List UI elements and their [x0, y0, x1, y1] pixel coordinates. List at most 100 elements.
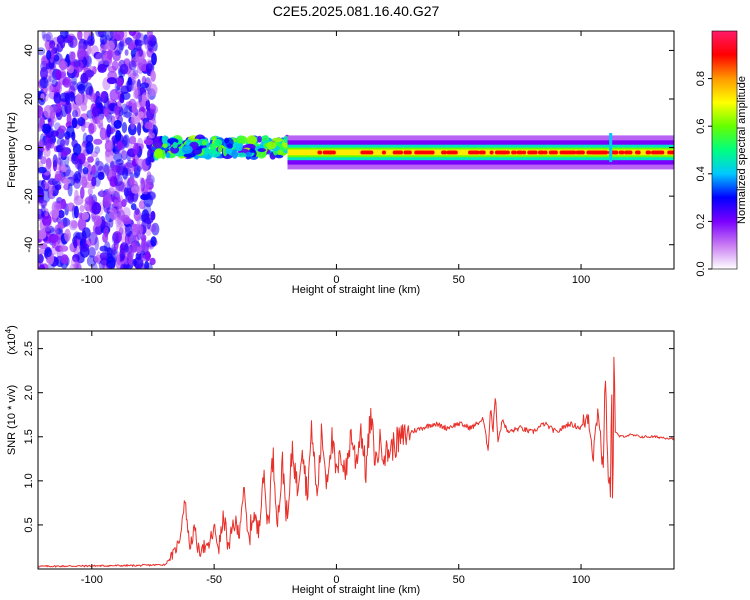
- spectrogram-noise-cell: [43, 224, 52, 232]
- spectrogram-noise-cell: [122, 217, 132, 225]
- spectrogram-noise-cell: [67, 183, 73, 197]
- spectrogram-noise-cell: [82, 121, 92, 128]
- spectrogram-noise-cell: [84, 69, 95, 78]
- spectrogram-noise-cell: [127, 78, 136, 86]
- spectrogram-noise-cell: [109, 89, 120, 101]
- spectrogram-signal-cell: [152, 139, 163, 149]
- spectrogram-noise-cell: [99, 127, 107, 141]
- spectrogram-noise-cell: [97, 63, 107, 73]
- spectrogram-noise-cell: [41, 31, 46, 39]
- spectrogram-noise-cell: [53, 54, 60, 62]
- spectrogram-noise-cell: [47, 82, 53, 93]
- spectrogram-noise-cell: [94, 146, 101, 154]
- spectrogram-noise-cell: [71, 139, 78, 148]
- spectrogram-noise-cell: [58, 201, 64, 210]
- spectrogram-noise-cell: [38, 264, 46, 269]
- spectrogram-noise-cell: [64, 169, 74, 180]
- spectrogram-noise-cell: [146, 108, 155, 121]
- spectrogram-noise-cell: [103, 226, 109, 238]
- snr-y-scale-prefix: (x10: [6, 333, 18, 354]
- spectrogram-noise-cell: [77, 153, 86, 165]
- spectrogram-signal-cell: [181, 145, 193, 154]
- spectrogram-noise-cell: [60, 254, 69, 265]
- spectrogram-noise-cell: [131, 185, 140, 194]
- spectrogram-carrier-peak: [403, 150, 412, 155]
- spectrogram-x-axis-label: Height of straight line (km): [292, 284, 420, 296]
- spectrogram-noise-cell: [38, 47, 46, 56]
- spectrogram-noise-cell: [122, 37, 129, 47]
- spectrogram-noise-cell: [136, 246, 142, 255]
- spectrogram-noise-cell: [111, 60, 119, 71]
- spectrogram-noise-cell: [146, 191, 156, 200]
- spectrogram-noise-cell: [46, 50, 52, 61]
- spectrogram-noise-cell: [38, 139, 45, 152]
- spectrogram-noise-cell: [66, 125, 75, 138]
- spectrogram-noise-cell: [52, 154, 58, 168]
- spectrogram-noise-cell: [85, 141, 94, 155]
- spectrogram-signal-cell: [257, 150, 267, 159]
- spectrogram-noise-cell: [133, 86, 141, 97]
- snr-x-ticks: -100 -50 0 50 100: [81, 331, 590, 586]
- spectrogram-noise-cell: [145, 63, 153, 72]
- spectrogram-noise-cell: [132, 258, 137, 267]
- spectrogram-signal-cell: [266, 141, 277, 150]
- spectrogram-signal-cell: [172, 141, 178, 149]
- spectrogram-signal-cell: [246, 135, 257, 145]
- spectrogram-noise-cell: [129, 72, 140, 80]
- spectrogram-noise-cell: [81, 227, 91, 239]
- spectrogram-noise-cell: [94, 160, 104, 171]
- spectrogram-noise-cell: [129, 41, 135, 50]
- colorbar-ticks: 0.0 0.2 0.4 0.6 0.8: [695, 71, 712, 277]
- spectrogram-noise-cell: [141, 76, 147, 85]
- spectrogram-noise-cell: [111, 232, 119, 246]
- spectrogram-noise-cell: [54, 173, 63, 182]
- spectrogram-noise-cell: [44, 225, 55, 234]
- spectrogram-noise-cell: [80, 174, 90, 186]
- x-tick-label: 0: [333, 574, 339, 586]
- spectrogram-noise-cell: [65, 135, 70, 146]
- spectrogram-noise-cell: [51, 79, 58, 88]
- spectrogram-frame: [37, 30, 675, 270]
- spectrogram-noise-cell: [135, 39, 142, 52]
- spectrogram-noise-cell: [135, 101, 143, 108]
- spectrogram-noise-cell: [58, 125, 67, 133]
- spectrogram-noise-cell: [131, 112, 141, 125]
- spectrogram-noise-cell: [122, 111, 132, 118]
- spectrogram-noise-cell: [133, 164, 141, 177]
- colorbar-scale: [711, 30, 738, 270]
- spectrogram-noise-cell: [112, 164, 122, 173]
- spectrogram-noise-cell: [48, 233, 59, 244]
- spectrogram-noise-cell: [60, 104, 68, 118]
- spectrogram-noise-cell: [149, 257, 156, 266]
- spectrogram-noise-cell: [71, 205, 76, 219]
- snr-x-axis-label: Height of straight line (km): [292, 584, 420, 596]
- colorbar-tick-label: 0.0: [695, 261, 707, 276]
- spectrogram-noise-cell: [113, 152, 123, 162]
- spectrogram-carrier-peak: [511, 150, 517, 155]
- spectrogram-noise-cell: [140, 240, 146, 251]
- spectrogram-noise-cell: [117, 77, 124, 88]
- spectrogram-noise-cell: [86, 43, 92, 55]
- colorbar: 0.0 0.2 0.4 0.6 0.8 Normalized spectral ampl…: [695, 30, 748, 277]
- spectrogram-noise-cell: [38, 196, 44, 204]
- spectrogram-noise-cell: [140, 177, 145, 192]
- spectrogram-signal-cell: [283, 135, 289, 143]
- spectrogram-noise-cell: [73, 60, 81, 68]
- spectrogram-noise-cell: [152, 40, 158, 52]
- spectrogram-noise-cell: [115, 130, 122, 142]
- spectrogram-noise-cell: [56, 42, 64, 53]
- spectrogram-noise-cell: [64, 228, 71, 242]
- spectrogram-noise-cell: [46, 139, 52, 151]
- spectrogram-noise-cell: [117, 140, 123, 150]
- spectrogram-noise-cell: [134, 88, 140, 99]
- spectrogram-noise-cell: [87, 156, 94, 163]
- spectrogram-noise-cell: [130, 203, 137, 211]
- colorbar-tick-label: 0.6: [695, 119, 707, 134]
- spectrogram-signal-cell: [196, 146, 203, 151]
- spectrogram-noise-cell: [75, 93, 83, 107]
- spectrogram-noise-cell: [38, 123, 44, 132]
- spectrogram-noise-cell: [94, 225, 103, 235]
- spectrogram-carrier-peak: [446, 150, 458, 155]
- spectrogram-noise-cell: [71, 117, 78, 129]
